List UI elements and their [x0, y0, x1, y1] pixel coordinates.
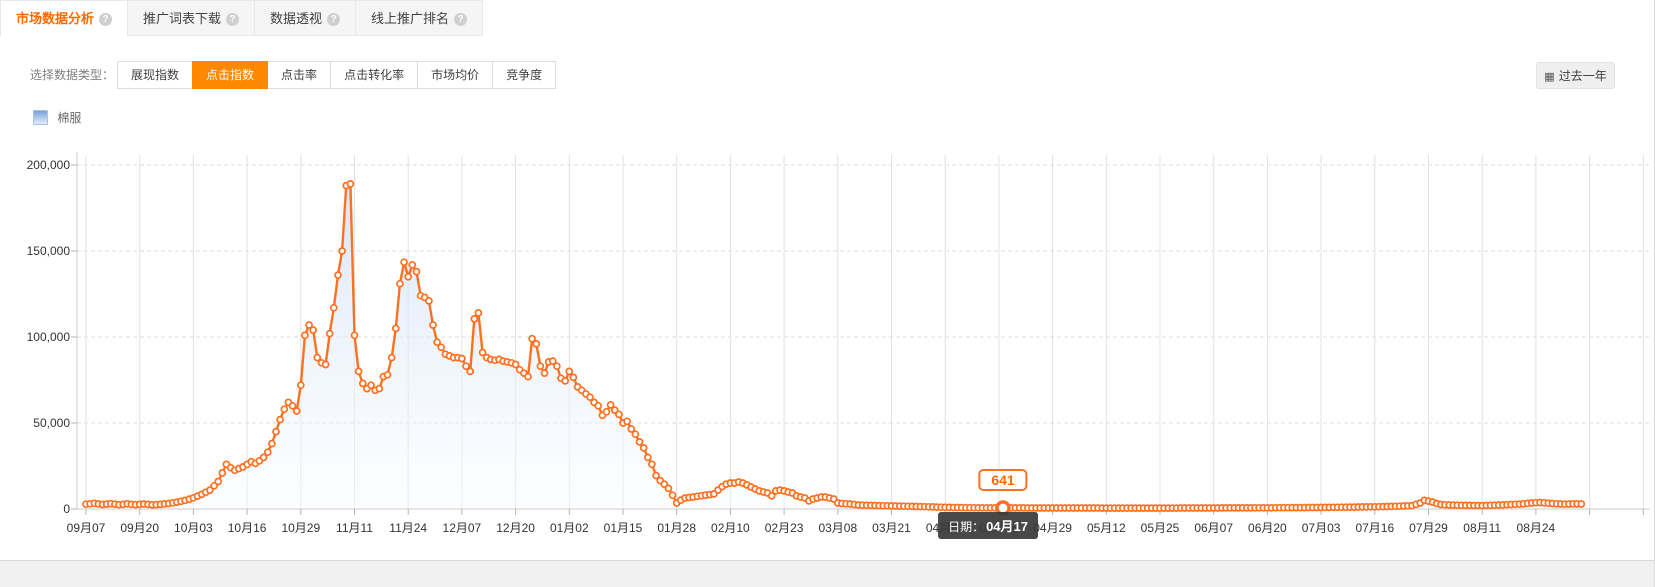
x-axis-label: 02月10: [711, 521, 750, 535]
time-range-button[interactable]: ▦ 过去一年: [1536, 62, 1615, 89]
tab-label: 市场数据分析: [16, 11, 95, 26]
x-axis-label: 06月20: [1248, 521, 1287, 535]
x-axis-label: 02月23: [764, 521, 804, 535]
help-icon[interactable]: ?: [327, 13, 341, 26]
calendar-icon: ▦: [1544, 71, 1555, 83]
y-axis-label: 50,000: [33, 416, 70, 430]
x-axis-label: 12月07: [442, 521, 482, 535]
legend-swatch: [33, 110, 48, 125]
x-axis-label: 07月03: [1301, 521, 1341, 535]
x-axis-label: 06月07: [1194, 521, 1234, 535]
x-axis-label: 03月08: [818, 521, 858, 535]
data-type-selector: 选择数据类型： 展现指数 点击指数 点击率 点击转化率 市场均价 竞争度: [30, 61, 557, 89]
tab-label: 推广词表下载: [143, 11, 222, 26]
chart-legend[interactable]: 棉服: [33, 109, 81, 125]
tooltip-date-prefix: 日期：: [948, 520, 985, 534]
x-axis-label: 08月24: [1516, 521, 1556, 535]
button-click-rate[interactable]: 点击率: [267, 61, 332, 89]
footer-strip: [0, 560, 1654, 587]
tooltip-date: 日期： 04月17: [938, 512, 1038, 539]
help-icon[interactable]: ?: [454, 13, 468, 26]
tab-bar: 市场数据分析? 推广词表下载? 数据透视? 线上推广排名?: [0, 0, 1654, 36]
time-range-label: 过去一年: [1558, 69, 1607, 83]
button-click-conversion-rate[interactable]: 点击转化率: [330, 61, 419, 89]
x-axis-label: 11月11: [336, 521, 373, 535]
x-axis-label: 07月16: [1355, 521, 1395, 535]
x-axis-label: 01月02: [549, 521, 589, 535]
y-axis-label: 100,000: [26, 330, 70, 344]
x-axis-label: 11月24: [389, 521, 428, 535]
x-axis-label: 01月28: [657, 521, 697, 535]
x-axis-label: 08月11: [1463, 521, 1502, 535]
x-axis-label: 07月29: [1409, 521, 1448, 535]
tab-promo-wordlist-download[interactable]: 推广词表下载?: [127, 0, 256, 36]
y-axis-label: 200,000: [26, 158, 70, 172]
legend-label: 棉服: [57, 111, 82, 125]
x-axis-label: 10月03: [174, 521, 213, 535]
x-axis-label: 04月29: [1033, 521, 1072, 535]
y-axis-label: 0: [63, 502, 70, 516]
x-axis-label: 10月16: [227, 521, 267, 535]
help-icon[interactable]: ?: [226, 13, 240, 26]
tab-online-promo-ranking[interactable]: 线上推广排名?: [355, 0, 484, 36]
tooltip-date-value: 04月17: [986, 519, 1028, 534]
tab-market-data-analysis[interactable]: 市场数据分析?: [0, 0, 129, 36]
x-axis-label: 12月20: [496, 521, 535, 535]
x-axis-label: 09月07: [66, 521, 106, 535]
button-market-avg-price[interactable]: 市场均价: [417, 61, 494, 89]
x-axis-label: 05月25: [1140, 521, 1180, 535]
button-impression-index[interactable]: 展现指数: [117, 61, 194, 89]
x-axis-label: 10月29: [281, 521, 321, 535]
y-axis-label: 150,000: [26, 244, 70, 258]
data-type-button-group: 展现指数 点击指数 点击率 点击转化率 市场均价 竞争度: [117, 61, 557, 89]
x-axis-label: 03月21: [872, 521, 911, 535]
button-click-index[interactable]: 点击指数: [192, 61, 269, 89]
x-axis-label: 05月12: [1086, 521, 1126, 535]
button-competition[interactable]: 竞争度: [492, 61, 557, 89]
x-axis-label: 01月15: [603, 521, 643, 535]
tooltip-value-badge: 641: [978, 469, 1028, 491]
tab-data-pivot[interactable]: 数据透视?: [254, 0, 357, 36]
help-icon[interactable]: ?: [99, 13, 113, 26]
x-axis-label: 09月20: [120, 521, 160, 535]
tab-label: 线上推广排名: [371, 11, 450, 26]
data-type-label: 选择数据类型：: [30, 68, 115, 82]
tab-label: 数据透视: [270, 11, 323, 26]
